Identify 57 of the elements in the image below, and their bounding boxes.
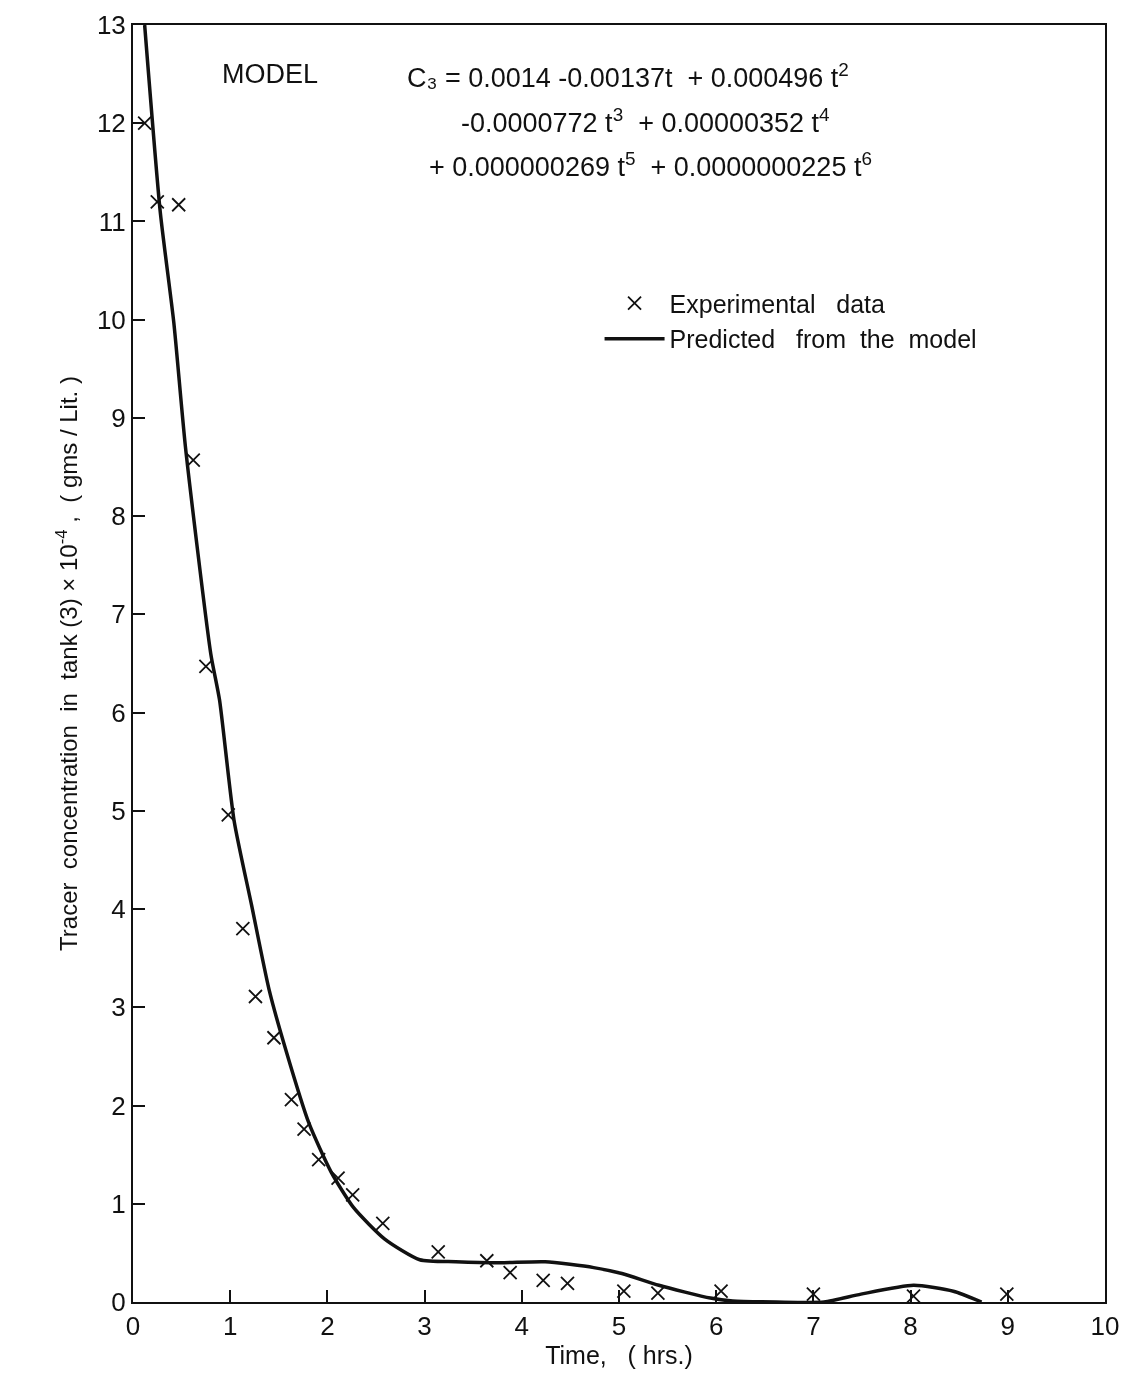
y-tick-label: 7 xyxy=(111,599,126,630)
point xyxy=(296,1121,312,1137)
legend-label: Predicted from the model xyxy=(669,325,977,354)
point xyxy=(650,1285,666,1301)
y-tick-label: 6 xyxy=(111,697,126,728)
y-tick-label: 13 xyxy=(96,10,126,41)
x-tick-label: 9 xyxy=(1000,1311,1016,1342)
point xyxy=(502,1265,518,1280)
point xyxy=(198,659,214,674)
annotation: -0.0000772 t$^{3}$ + 0.00000352 t$^{4}$ xyxy=(461,104,830,139)
y-tick-label: 3 xyxy=(111,992,126,1023)
y-tick-label: 1 xyxy=(111,1188,126,1219)
x-tick-label: 1 xyxy=(222,1311,238,1342)
x-tick-label: 8 xyxy=(903,1311,918,1342)
point xyxy=(375,1216,391,1231)
y-tick-label: 12 xyxy=(96,108,126,139)
x-tick-label: 7 xyxy=(806,1311,821,1342)
legend-label: Experimental data xyxy=(669,289,886,318)
point xyxy=(616,1283,632,1299)
annotation: + 0.000000269 t$^{5}$ + 0.0000000225 t$^{6}$ xyxy=(429,148,872,183)
point xyxy=(713,1283,729,1299)
y-tick-label: 9 xyxy=(111,403,126,434)
x-tick-label: 3 xyxy=(417,1311,432,1342)
point xyxy=(266,1030,282,1046)
y-tick-label: 11 xyxy=(98,206,126,237)
y-tick-label: 8 xyxy=(111,501,126,532)
point xyxy=(430,1244,446,1260)
x-tick-label: 2 xyxy=(320,1311,335,1342)
y-tick-label: 0 xyxy=(111,1287,126,1318)
point xyxy=(235,921,251,937)
x-axis-title: Time, ( hrs.) xyxy=(545,1341,693,1370)
y-tick-label: 4 xyxy=(111,894,126,925)
x-tick-label: 10 xyxy=(1090,1311,1120,1342)
point xyxy=(906,1288,921,1302)
y-tick-label: 2 xyxy=(111,1090,126,1121)
point xyxy=(806,1286,821,1302)
y-tick-label: 10 xyxy=(96,304,126,335)
point xyxy=(149,194,165,210)
point xyxy=(185,452,201,468)
annotation: C₃ = 0.0014 -0.00137t + 0.000496 t$^{2}$ xyxy=(407,59,849,94)
x-tick-label: 4 xyxy=(514,1311,530,1342)
point xyxy=(560,1275,575,1291)
point xyxy=(311,1152,327,1167)
point xyxy=(137,115,153,131)
point xyxy=(248,989,263,1004)
point xyxy=(479,1253,495,1269)
point xyxy=(171,197,187,213)
point xyxy=(345,1187,361,1203)
point xyxy=(535,1272,551,1288)
x-tick-label: 5 xyxy=(611,1311,627,1342)
point xyxy=(284,1092,299,1108)
y-tick-label: 5 xyxy=(111,795,126,826)
point xyxy=(220,807,236,823)
point xyxy=(999,1286,1015,1302)
point xyxy=(330,1170,346,1186)
x-tick-label: 6 xyxy=(708,1311,724,1342)
annotation: MODEL xyxy=(222,59,319,89)
